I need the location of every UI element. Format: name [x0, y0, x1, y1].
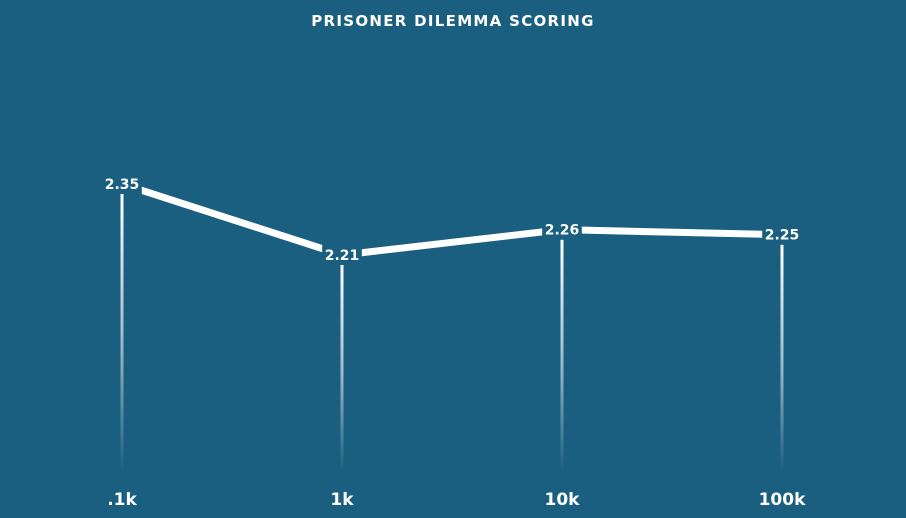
drop-line-1k: [340, 265, 344, 472]
data-label: 2.21: [325, 248, 360, 264]
drop-line-10k: [560, 239, 564, 472]
x-tick-label: 1k: [330, 490, 354, 510]
data-label-bg: [322, 245, 362, 265]
data-label-bg: [102, 174, 142, 194]
series-line-group: [120, 180, 783, 259]
x-axis-ticks: .1k 1k 10k 100k: [107, 490, 806, 510]
data-label: 2.25: [765, 228, 800, 244]
drop-lines: [120, 194, 784, 472]
x-tick-label: 100k: [759, 490, 806, 510]
x-tick-label: 10k: [545, 490, 581, 510]
series-line: [120, 180, 783, 259]
data-label-bg: [762, 224, 802, 245]
data-label-bg: [542, 219, 582, 240]
drop-line-100k: [780, 244, 784, 472]
x-tick-label: .1k: [107, 490, 137, 510]
data-labels: 2.35 2.21 2.26 2.25: [102, 174, 802, 265]
chart-title: PRISONER DILEMMA SCORING: [311, 12, 595, 30]
data-label: 2.35: [105, 177, 140, 193]
drop-line-.1k: [120, 194, 124, 472]
data-label: 2.26: [545, 223, 580, 239]
